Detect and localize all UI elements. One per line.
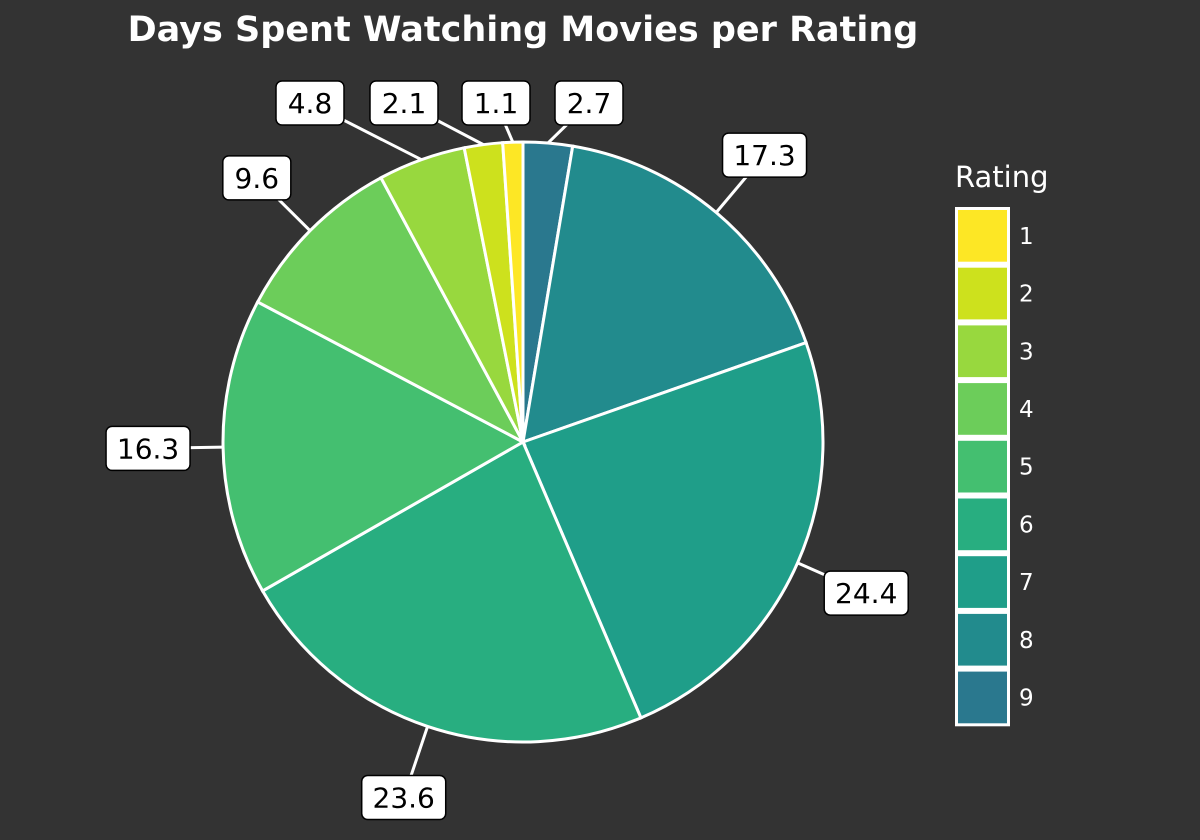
data-label-box-rating-5 (105, 425, 191, 472)
legend-key-rating-7 (958, 556, 1007, 608)
legend-label-rating-4: 4 (1019, 397, 1034, 423)
legend-label-rating-2: 2 (1019, 282, 1034, 308)
data-label-box-rating-3 (275, 80, 345, 126)
data-label-box-rating-2 (369, 80, 439, 126)
pie-slice-rating-8 (521, 144, 808, 445)
legend-label-rating-6: 6 (1019, 512, 1034, 538)
pie-slice-rating-4 (255, 175, 527, 446)
data-label-rating-2: 2.1 (382, 87, 427, 120)
legend-label-rating-8: 8 (1019, 628, 1034, 654)
pie-slices (221, 140, 825, 744)
data-label-box-rating-4 (222, 155, 292, 201)
pie-slice-rating-1 (501, 140, 525, 443)
data-label-rating-6: 23.6 (373, 782, 435, 815)
data-label-rating-8: 17.3 (733, 139, 795, 172)
data-label-rating-3: 4.8 (288, 87, 333, 120)
pie-slice-rating-5 (221, 299, 527, 593)
legend-key-rating-1 (958, 210, 1007, 262)
data-label-box-rating-6 (360, 774, 447, 821)
legend-label-rating-7: 7 (1019, 570, 1034, 596)
legend-key-rating-9 (958, 671, 1007, 724)
data-label-rating-4: 9.6 (235, 162, 280, 195)
legend-key-rating-5 (958, 440, 1007, 493)
legend-label-rating-3: 3 (1019, 339, 1034, 365)
legend: Rating 1 2 3 4 5 6 7 8 9 (955, 160, 1049, 727)
data-label-box-rating-9 (554, 80, 624, 126)
legend-title: Rating (955, 160, 1049, 194)
legend-key-rating-8 (958, 613, 1007, 666)
data-labels: 2.7 17.3 24.4 23.6 16.3 9.6 4.8 2.1 1.1 (105, 80, 909, 821)
chart-title: Days Spent Watching Movies per Rating (128, 10, 919, 50)
legend-key-rating-2 (958, 267, 1007, 320)
data-label-box-rating-8 (721, 132, 808, 178)
data-label-box-rating-1 (461, 80, 531, 126)
legend-label-rating-9: 9 (1019, 685, 1034, 711)
data-label-rating-1: 1.1 (474, 87, 519, 120)
legend-key-rating-6 (958, 498, 1007, 551)
legend-items: 1 2 3 4 5 6 7 8 9 (955, 207, 1034, 727)
data-label-rating-7: 24.4 (835, 577, 897, 610)
legend-label-rating-5: 5 (1019, 455, 1034, 481)
data-label-rating-9: 2.7 (567, 87, 612, 120)
data-label-rating-5: 16.3 (117, 432, 179, 465)
pie-slice-rating-6 (260, 439, 643, 744)
legend-key-rating-3 (958, 325, 1007, 378)
legend-label-rating-1: 1 (1019, 224, 1034, 250)
legend-key-rating-4 (958, 383, 1007, 435)
data-label-box-rating-7 (823, 570, 909, 616)
